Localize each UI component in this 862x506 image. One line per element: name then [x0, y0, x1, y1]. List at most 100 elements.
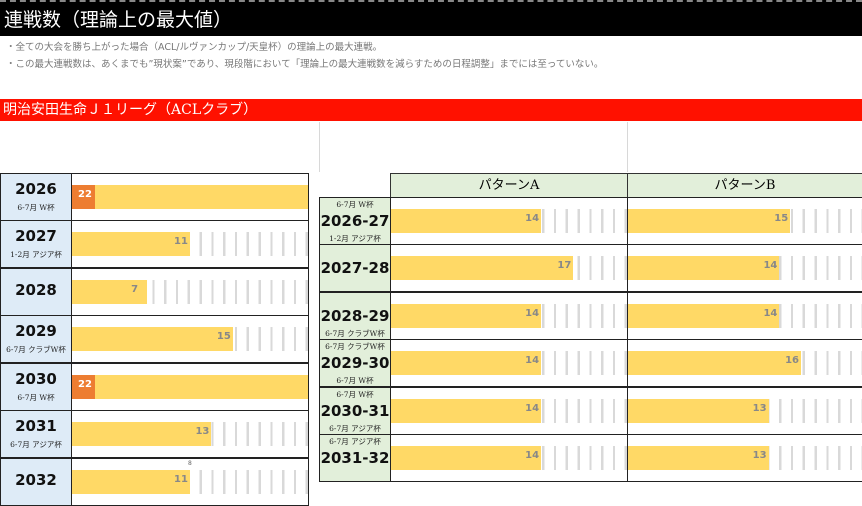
- bar: [391, 209, 542, 233]
- pattern-b-header: パターンB: [627, 173, 862, 198]
- bar-value: 14: [525, 213, 540, 224]
- bar: [628, 446, 769, 470]
- bar-track: 14: [391, 351, 627, 376]
- event-note-top: 6-7月 W杯: [336, 389, 374, 399]
- bar-cell: 15: [71, 315, 309, 363]
- bar-cell: 14: [627, 244, 862, 293]
- bar-cell: 11 8: [71, 458, 309, 506]
- season-text: 2027-28: [320, 259, 390, 278]
- season-label: 6-7月 W杯 2026-27 1-2月 アジア杯: [319, 197, 391, 245]
- bar: [72, 422, 212, 446]
- year-label: 2032: [0, 458, 72, 506]
- bar-value: 14: [763, 260, 778, 272]
- bar-value: 22: [78, 189, 92, 200]
- bar-value: 22: [78, 379, 92, 390]
- year-text: 2028: [15, 281, 57, 299]
- event-note-top: 6-7月 クラブW杯: [325, 342, 385, 352]
- bar-value: 11: [174, 474, 188, 485]
- year-text: 2027: [15, 227, 57, 245]
- bar-cell: 11: [71, 220, 309, 268]
- event-note: 6-7月 W杯: [17, 203, 55, 212]
- bar-value: 14: [525, 402, 540, 414]
- season-text: 2031-32: [320, 449, 390, 467]
- bar: [628, 256, 780, 281]
- bar: [72, 185, 308, 209]
- event-note-top: 6-7月 W杯: [336, 200, 374, 209]
- event-note: 1-2月 アジア杯: [10, 250, 62, 259]
- event-note-bottom: 6-7月 クラブW杯: [325, 328, 385, 338]
- event-note: 6-7月 クラブW杯: [6, 345, 66, 354]
- bar-cell: 14: [390, 197, 628, 245]
- event-note-bottom: 6-7月 アジア杯: [329, 423, 381, 433]
- note-1: ・全ての大会を勝ち上がった場合（ACL/ルヴァンカップ/天皇杯）の理論上の最大連…: [6, 42, 383, 53]
- year-text: 2032: [15, 471, 57, 489]
- bar-cell: 14: [390, 291, 628, 340]
- bar: [391, 398, 542, 423]
- bar-track: 13: [72, 422, 308, 446]
- bar-track: 14: [391, 209, 627, 233]
- event-note-top: 6-7月 アジア杯: [329, 437, 381, 446]
- bar: [628, 398, 769, 423]
- bar-value: 14: [763, 307, 778, 319]
- bar-track: 11: [72, 232, 308, 256]
- season-text: 2026-27: [320, 212, 390, 230]
- bar-track: 14: [628, 256, 862, 281]
- bar-value: 15: [774, 213, 789, 224]
- bar-track: 14: [391, 446, 627, 470]
- max-bar: [72, 375, 95, 399]
- event-note-bottom: 1-2月 アジア杯: [329, 234, 381, 243]
- season-label: 6-7月 アジア杯 2031-32: [319, 434, 391, 482]
- bar-value: 13: [195, 426, 210, 437]
- bar-cell: 14: [390, 386, 628, 435]
- note-2: ・この最大連戦数は、あくまでも”現状案”であり、現段階において「理論上の最大連戦…: [6, 59, 604, 70]
- bar: [391, 256, 574, 281]
- year-label: 2031 6-7月 アジア杯: [0, 410, 72, 458]
- year-text: 2030: [15, 370, 57, 388]
- season-label: 6-7月 W杯 2030-31 6-7月 アジア杯: [319, 386, 391, 435]
- bar-track: 14: [391, 303, 627, 328]
- year-label: 2027 1-2月 アジア杯: [0, 220, 72, 268]
- season-label: 2027-28: [319, 244, 391, 293]
- bar-value: 16: [785, 355, 799, 367]
- season-label: 6-7月 クラブW杯 2029-30 6-7月 W杯: [319, 339, 391, 388]
- year-label: 2030 6-7月 W杯: [0, 363, 72, 411]
- bar: [72, 470, 190, 494]
- bar: [628, 303, 780, 328]
- bar-cell: 15: [627, 197, 862, 245]
- bar: [391, 446, 542, 470]
- bar-value: 15: [216, 331, 231, 342]
- season-text: 2029-30: [320, 354, 390, 373]
- bar-track: 14: [628, 303, 862, 328]
- year-label: 2028: [0, 268, 72, 316]
- bar-track: 15: [628, 209, 862, 233]
- bar-cell: 13: [627, 386, 862, 435]
- bar-cell: 14: [390, 339, 628, 388]
- season-label: 2028-29 6-7月 クラブW杯: [319, 291, 391, 340]
- year-text: 2031: [15, 417, 57, 435]
- year-label: 2026 6-7月 W杯: [0, 173, 72, 221]
- bar: [72, 280, 148, 304]
- bar: [72, 327, 233, 351]
- bar: [391, 303, 542, 328]
- event-note-bottom: 6-7月 W杯: [336, 376, 374, 386]
- bar-cell: 14: [627, 291, 862, 340]
- bar-cell: 14: [390, 434, 628, 482]
- sheet-title: 連戦数（理論上の最大値）: [0, 0, 862, 36]
- bar-track: 22: [72, 185, 308, 209]
- bar: [72, 232, 190, 256]
- bar: [628, 209, 791, 233]
- year-label: 2029 6-7月 クラブW杯: [0, 315, 72, 363]
- pattern-a-header: パターンA: [390, 173, 628, 198]
- bar-value: 7: [131, 284, 139, 295]
- bar-track: 11: [72, 470, 308, 494]
- bar-value: 13: [752, 450, 767, 461]
- bar: [628, 351, 802, 376]
- bar-cell: 16: [627, 339, 862, 388]
- year-text: 2026: [15, 180, 57, 198]
- gridline: [319, 122, 320, 172]
- bar-track: 16: [628, 351, 862, 376]
- bar-annotation: 8: [188, 460, 192, 467]
- bar-cell: 13: [627, 434, 862, 482]
- league-header: 明治安田生命Ｊ１リーグ（ACLクラブ）: [0, 99, 862, 121]
- bar-value: 14: [525, 307, 540, 319]
